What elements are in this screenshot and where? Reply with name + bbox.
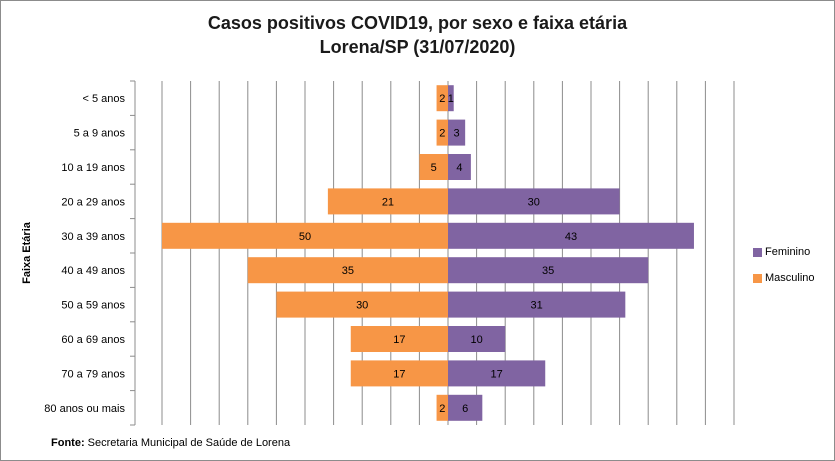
legend-swatch-feminino: [753, 247, 762, 257]
data-label-feminino: 6: [462, 403, 468, 415]
bar-masculino: [436, 85, 448, 112]
data-label-masculino: 5: [431, 162, 437, 174]
bar-masculino: [436, 119, 448, 146]
legend-item-feminino: Feminino: [753, 243, 833, 261]
bar-masculino: [327, 188, 448, 215]
data-label-feminino: 43: [565, 231, 577, 243]
category-label: 80 anos ou mais: [44, 403, 125, 415]
category-label: 60 a 69 anos: [61, 334, 125, 346]
data-label-masculino: 17: [393, 334, 405, 346]
data-label-feminino: 10: [470, 334, 482, 346]
category-label: 30 a 39 anos: [61, 231, 125, 243]
bar-masculino: [436, 394, 448, 421]
data-label-feminino: 4: [456, 162, 462, 174]
data-label-masculino: 2: [439, 93, 445, 105]
bar-feminino: [448, 360, 546, 387]
bar-feminino: [448, 257, 649, 284]
data-label-feminino: 3: [454, 128, 460, 140]
legend: Feminino Masculino: [753, 243, 833, 295]
category-label: 5 a 9 anos: [74, 128, 126, 140]
chart-title: Casos positivos COVID19, por sexo e faix…: [1, 11, 834, 59]
bar-masculino: [350, 326, 448, 352]
chart-title-line2: Lorena/SP (31/07/2020): [319, 37, 516, 57]
bar-masculino: [419, 154, 448, 180]
bar-feminino: [448, 291, 626, 318]
legend-item-masculino: Masculino: [753, 269, 833, 287]
data-label-masculino: 21: [382, 196, 394, 208]
bar-feminino: [448, 85, 454, 112]
source-text: Secretaria Municipal de Saúde de Lorena: [84, 437, 291, 449]
data-label-feminino: 31: [531, 300, 543, 312]
category-label: < 5 anos: [82, 93, 125, 105]
data-label-feminino: 1: [448, 93, 454, 105]
data-label-masculino: 35: [342, 265, 354, 277]
bar-feminino: [448, 222, 694, 249]
source-label: Fonte:: [51, 437, 85, 449]
bar-feminino: [448, 119, 466, 146]
data-label-feminino: 35: [542, 265, 554, 277]
category-label: 20 a 29 anos: [61, 196, 125, 208]
data-label-masculino: 30: [356, 300, 368, 312]
data-label-feminino: 30: [528, 196, 540, 208]
bar-feminino: [448, 326, 506, 352]
data-label-masculino: 50: [299, 231, 311, 243]
bar-masculino: [162, 222, 448, 249]
bar-feminino: [448, 154, 471, 180]
bar-masculino: [276, 291, 448, 318]
category-label: 40 a 49 anos: [61, 265, 125, 277]
chart-title-line1: Casos positivos COVID19, por sexo e faix…: [207, 13, 628, 33]
data-label-masculino: 2: [439, 128, 445, 140]
source-note: Fonte: Secretaria Municipal de Saúde de …: [51, 437, 290, 449]
bar-masculino: [247, 257, 448, 284]
bar-feminino: [448, 394, 483, 421]
category-label: 70 a 79 anos: [61, 368, 125, 380]
data-label-feminino: 17: [490, 368, 502, 380]
bar-feminino: [448, 188, 620, 215]
data-label-masculino: 17: [393, 368, 405, 380]
category-label: 10 a 19 anos: [61, 162, 125, 174]
category-label: 50 a 59 anos: [61, 300, 125, 312]
data-label-masculino: 2: [439, 403, 445, 415]
bar-masculino: [350, 360, 448, 387]
legend-swatch-masculino: [753, 273, 762, 283]
legend-label-masculino: Masculino: [765, 272, 815, 284]
legend-label-feminino: Feminino: [765, 246, 811, 258]
